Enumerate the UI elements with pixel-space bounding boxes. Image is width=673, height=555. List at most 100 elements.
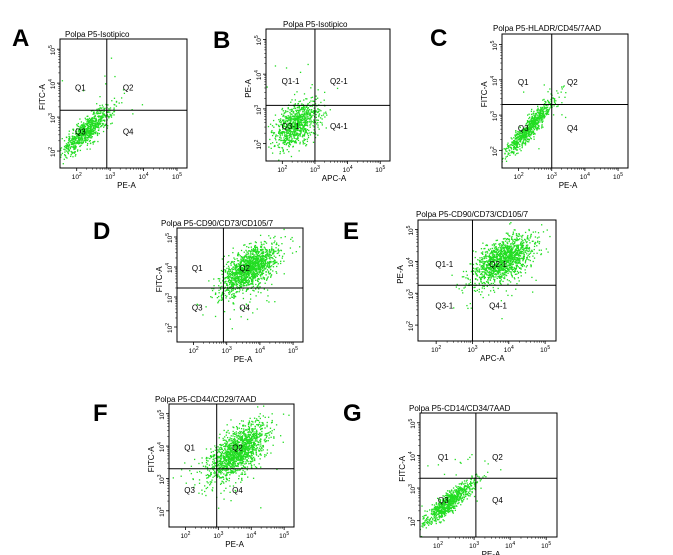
- data-point: [97, 112, 99, 114]
- data-point: [278, 159, 280, 161]
- data-point: [520, 132, 522, 135]
- data-point: [315, 111, 317, 113]
- data-point: [273, 133, 275, 135]
- data-point: [500, 256, 502, 259]
- data-point: [287, 127, 289, 129]
- data-point: [274, 250, 276, 253]
- data-point: [279, 262, 282, 265]
- data-point: [288, 141, 290, 144]
- data-point: [528, 246, 530, 249]
- data-point: [252, 266, 255, 268]
- data-point: [288, 139, 291, 141]
- data-point: [526, 122, 528, 124]
- data-point: [283, 141, 285, 143]
- data-point: [80, 142, 82, 144]
- data-point: [255, 272, 257, 275]
- data-point: [281, 134, 284, 136]
- data-point: [270, 274, 273, 276]
- data-point: [298, 115, 300, 118]
- data-point: [265, 274, 267, 276]
- data-point: [285, 126, 287, 129]
- data-point: [291, 118, 293, 120]
- data-point: [256, 256, 258, 258]
- data-point: [475, 262, 477, 265]
- data-point: [64, 151, 66, 153]
- data-point: [312, 104, 314, 106]
- data-point: [501, 273, 503, 275]
- data-point: [90, 118, 92, 120]
- data-point: [497, 287, 499, 290]
- data-point: [325, 112, 327, 115]
- data-point: [82, 141, 84, 143]
- data-point: [527, 133, 530, 135]
- data-point: [287, 117, 289, 119]
- data-point: [72, 146, 74, 148]
- data-point: [296, 106, 298, 109]
- data-point: [544, 100, 546, 103]
- data-point: [290, 134, 292, 136]
- data-point: [308, 118, 311, 120]
- data-point: [475, 270, 477, 272]
- data-point: [78, 139, 80, 142]
- data-point: [233, 272, 235, 275]
- data-point: [515, 144, 517, 146]
- data-point: [277, 248, 280, 250]
- y-tick-label: 105: [165, 233, 174, 243]
- data-point: [68, 143, 70, 145]
- data-point: [83, 140, 85, 142]
- data-point: [252, 270, 254, 272]
- data-point: [269, 123, 272, 125]
- data-point: [510, 262, 512, 264]
- data-point: [499, 276, 502, 278]
- data-point: [92, 133, 95, 135]
- data-point: [261, 258, 263, 261]
- data-point: [234, 269, 237, 271]
- data-point: [504, 265, 506, 267]
- data-point: [271, 249, 273, 251]
- data-point: [528, 239, 530, 241]
- data-point: [503, 271, 505, 273]
- data-point: [242, 269, 244, 271]
- data-point: [541, 110, 543, 112]
- data-point: [244, 282, 246, 284]
- data-point: [281, 257, 283, 259]
- data-point: [509, 259, 511, 261]
- data-point: [303, 110, 305, 112]
- data-point: [527, 248, 530, 250]
- data-point: [249, 293, 252, 295]
- data-point: [105, 114, 107, 117]
- data-point: [248, 255, 250, 257]
- data-point: [295, 128, 297, 131]
- data-point: [75, 137, 78, 140]
- data-point: [503, 277, 505, 279]
- data-point: [294, 99, 297, 101]
- data-point: [228, 271, 231, 273]
- data-point: [272, 270, 274, 272]
- data-point: [515, 140, 517, 142]
- data-point: [506, 241, 508, 243]
- data-point: [514, 254, 516, 256]
- data-point: [296, 91, 298, 93]
- data-point: [309, 134, 312, 136]
- data-point: [306, 121, 308, 123]
- data-point: [80, 128, 83, 131]
- data-point: [101, 116, 103, 118]
- data-point: [535, 112, 538, 114]
- data-point: [553, 101, 556, 103]
- data-point: [82, 130, 85, 132]
- data-point: [516, 260, 518, 262]
- data-point: [286, 142, 288, 145]
- data-point: [267, 262, 270, 264]
- data-point: [525, 129, 527, 131]
- data-point: [492, 267, 495, 269]
- data-point: [258, 251, 260, 253]
- data-point: [524, 136, 526, 138]
- data-point: [509, 235, 511, 237]
- data-point: [277, 252, 280, 254]
- data-point: [523, 249, 525, 251]
- data-point: [493, 281, 496, 283]
- data-point: [69, 147, 72, 150]
- data-point: [242, 284, 245, 287]
- data-point: [242, 297, 245, 300]
- data-point: [303, 122, 305, 124]
